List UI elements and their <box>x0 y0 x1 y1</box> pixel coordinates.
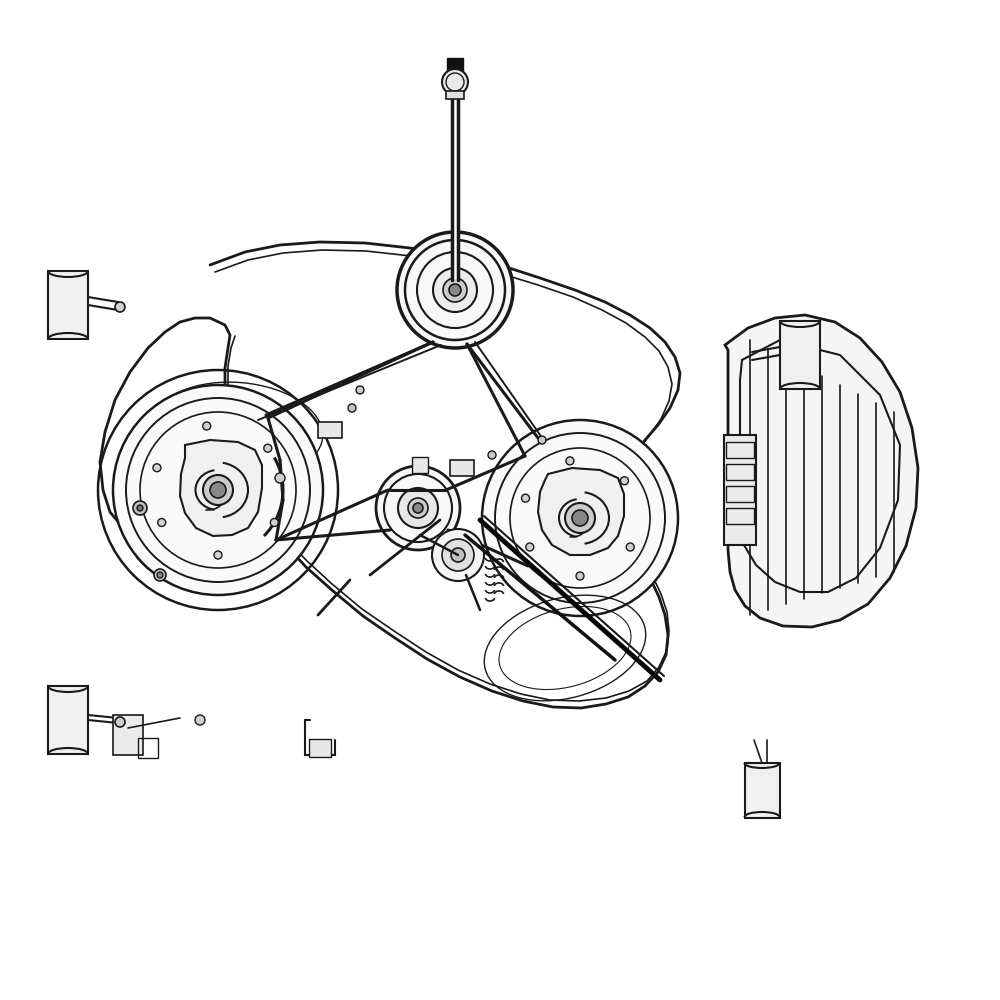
Circle shape <box>620 477 628 485</box>
Circle shape <box>157 572 163 578</box>
Circle shape <box>115 302 125 312</box>
Circle shape <box>348 404 356 412</box>
Circle shape <box>488 451 496 459</box>
Bar <box>48 271 88 339</box>
Bar <box>450 460 474 476</box>
Bar <box>744 762 780 818</box>
Circle shape <box>526 543 534 551</box>
Bar <box>48 686 88 754</box>
Polygon shape <box>538 468 624 555</box>
Bar <box>726 508 754 524</box>
Circle shape <box>113 385 323 595</box>
Circle shape <box>482 420 678 616</box>
Polygon shape <box>447 58 463 72</box>
Circle shape <box>133 501 147 515</box>
Bar <box>446 91 464 99</box>
Circle shape <box>442 539 474 571</box>
Circle shape <box>566 457 574 465</box>
Circle shape <box>115 717 125 727</box>
Circle shape <box>565 503 595 533</box>
Bar <box>726 486 754 502</box>
Bar <box>318 422 342 438</box>
Bar <box>726 442 754 458</box>
Circle shape <box>572 510 588 526</box>
Circle shape <box>442 69 468 95</box>
Bar <box>726 464 754 480</box>
Circle shape <box>398 488 438 528</box>
Circle shape <box>413 503 423 513</box>
Circle shape <box>214 551 222 559</box>
Bar <box>138 738 158 758</box>
Circle shape <box>432 529 484 581</box>
Circle shape <box>408 498 428 518</box>
Circle shape <box>626 543 634 551</box>
Circle shape <box>203 475 233 505</box>
Polygon shape <box>180 440 262 536</box>
Bar <box>412 457 428 473</box>
Circle shape <box>275 473 285 483</box>
Circle shape <box>270 518 278 526</box>
Circle shape <box>137 505 143 511</box>
Polygon shape <box>725 315 918 627</box>
Circle shape <box>449 284 461 296</box>
Circle shape <box>538 436 546 444</box>
Circle shape <box>443 278 467 302</box>
Circle shape <box>451 548 465 562</box>
Circle shape <box>376 466 460 550</box>
Circle shape <box>203 422 211 430</box>
Bar <box>309 739 331 757</box>
Circle shape <box>433 268 477 312</box>
Circle shape <box>210 482 226 498</box>
Circle shape <box>356 386 364 394</box>
Circle shape <box>264 444 272 452</box>
Circle shape <box>397 232 513 348</box>
Bar <box>724 435 756 545</box>
Circle shape <box>154 569 166 581</box>
Bar <box>113 715 143 755</box>
Circle shape <box>158 518 166 526</box>
Bar <box>780 321 820 389</box>
Circle shape <box>576 572 584 580</box>
Circle shape <box>153 464 161 472</box>
Circle shape <box>195 715 205 725</box>
Circle shape <box>521 494 529 502</box>
